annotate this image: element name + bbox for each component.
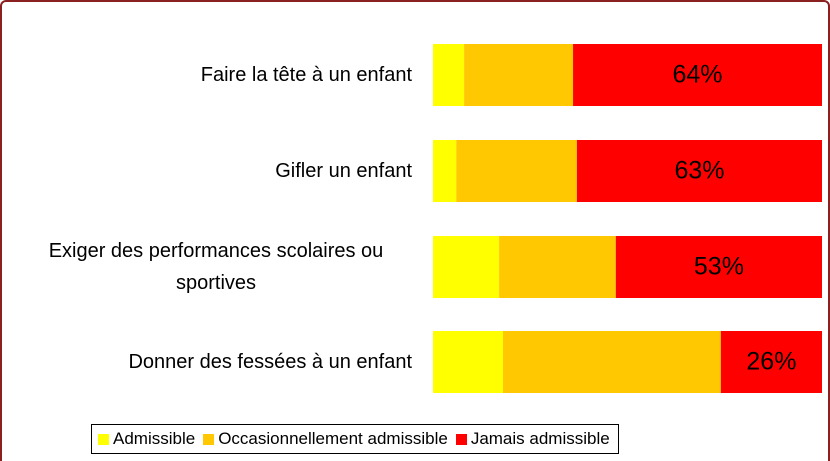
data-label: 63% (674, 157, 724, 185)
bar-segment (576, 140, 822, 202)
bar-segment (573, 44, 822, 106)
bar-segment (615, 236, 822, 298)
legend-label: Jamais admissible (470, 429, 610, 448)
bar-segment (433, 331, 504, 393)
bar-segment (433, 140, 457, 202)
bar-segment (720, 331, 822, 393)
legend-swatch (203, 433, 215, 445)
category-label: Donner des fessées à un enfant (20, 331, 412, 393)
category-text: Donner des fessées à un enfant (128, 351, 412, 373)
bar-segment (503, 331, 721, 393)
category-text: Exiger des performances scolaires ou spo… (48, 240, 384, 294)
data-label: 26% (746, 348, 796, 376)
legend-swatch (455, 433, 467, 445)
legend-item: Occasionnellement admissible (203, 429, 448, 449)
legend: Admissible Occasionnellement admissible Ja… (91, 424, 619, 454)
legend-swatch (98, 433, 109, 445)
data-label: 64% (672, 61, 722, 89)
category-text: Gifler un enfant (275, 160, 412, 182)
bar-segment (456, 140, 577, 202)
legend-item: Admissible (98, 429, 195, 449)
data-label: 53% (694, 253, 744, 281)
legend-label: Occasionnellement admissible (218, 429, 448, 448)
legend-label: Admissible (113, 429, 196, 448)
category-text: Faire la tête à un enfant (200, 64, 412, 86)
bar-segment (464, 44, 574, 106)
category-label: Exiger des performances scolaires ou spo… (20, 236, 412, 298)
bar-segment (433, 236, 500, 298)
category-label: Faire la tête à un enfant (20, 44, 412, 106)
category-label: Gifler un enfant (20, 140, 412, 202)
bar-segment (499, 236, 616, 298)
legend-item: Jamais admissible (455, 429, 610, 449)
bar-segment (433, 44, 465, 106)
